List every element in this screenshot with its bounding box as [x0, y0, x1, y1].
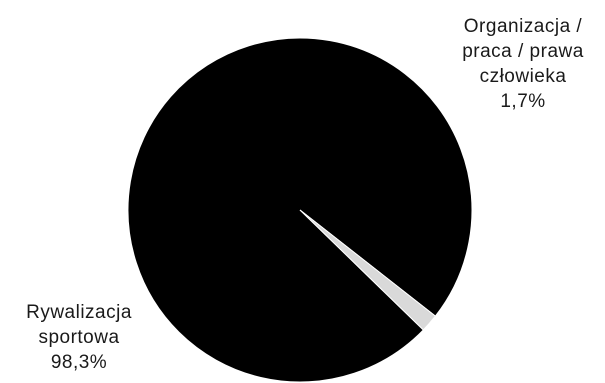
slice-label-organizacja: Organizacja / praca / prawa człowieka 1,… — [448, 14, 598, 114]
slice-label-line: Organizacja / — [463, 16, 583, 37]
slice-label-rywalizacja: Rywalizacja sportowa 98,3% — [4, 300, 154, 375]
slice-organizacja-praca-prawa — [299, 209, 437, 331]
slice-label-line: Rywalizacja — [26, 302, 132, 323]
slice-value-label: 98,3% — [50, 352, 108, 373]
slice-value-label: 1,7% — [500, 91, 546, 112]
slice-label-line: sportowa — [38, 327, 120, 348]
pie-slices — [127, 37, 473, 383]
slice-label-line: człowieka — [479, 66, 567, 87]
slice-label-line: praca / prawa — [462, 41, 584, 62]
